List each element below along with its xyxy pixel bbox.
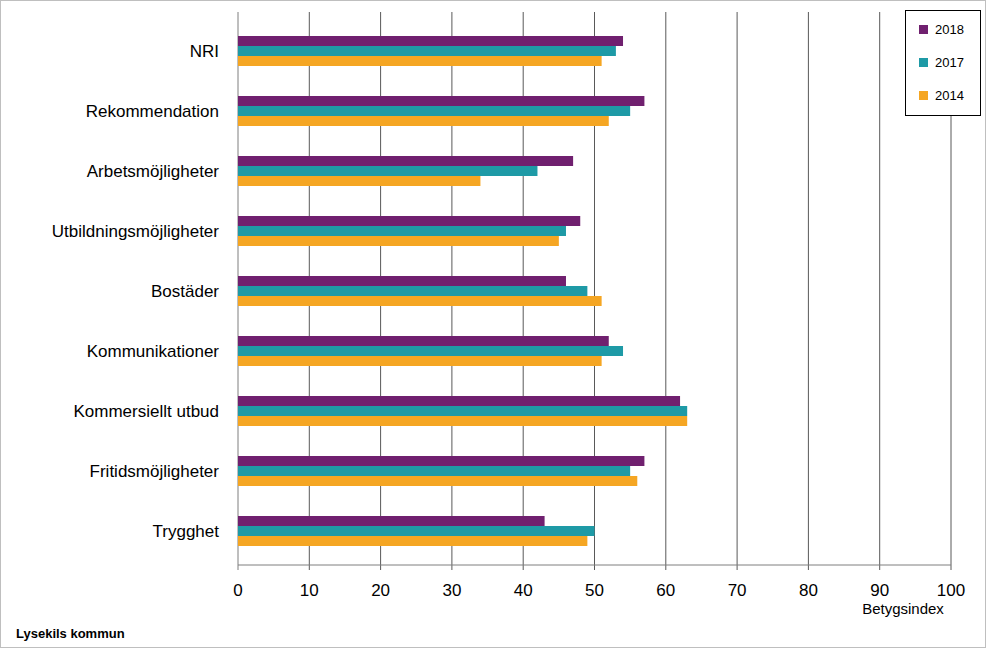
tick-label: 0 — [233, 581, 242, 600]
bar — [238, 276, 566, 286]
tick-label: 50 — [585, 581, 604, 600]
legend-box — [906, 11, 981, 116]
legend: 2018 2017 2014 — [906, 11, 981, 116]
legend-label: 2018 — [935, 22, 964, 37]
bar — [238, 116, 609, 126]
annotation: Lysekils kommun — [16, 626, 125, 641]
category-label: Trygghet — [153, 522, 220, 541]
bar — [238, 466, 630, 476]
category-label: Arbetsmöjligheter — [87, 162, 220, 181]
legend-label: 2014 — [935, 88, 964, 103]
bar — [238, 286, 587, 296]
chart-frame — [1, 1, 986, 648]
bar — [238, 456, 644, 466]
tick-label: 20 — [371, 581, 390, 600]
tick-label: 70 — [728, 581, 747, 600]
bar — [238, 406, 687, 416]
tick-label: 90 — [870, 581, 889, 600]
bar — [238, 166, 537, 176]
bar — [238, 176, 480, 186]
tick-label: 30 — [442, 581, 461, 600]
category-label: Fritidsmöjligheter — [90, 462, 220, 481]
tick-label: 60 — [656, 581, 675, 600]
bar — [238, 56, 602, 66]
grid-line — [879, 12, 880, 570]
tick-label: 100 — [937, 581, 965, 600]
tick-label: 10 — [300, 581, 319, 600]
chart: 0 10 20 30 40 50 60 70 80 90 100 NRI Rekommendation A… — [0, 0, 986, 648]
bar — [238, 346, 623, 356]
bar — [238, 226, 566, 236]
bar — [238, 336, 609, 346]
bar — [238, 536, 587, 546]
grid-line — [665, 12, 666, 570]
tick-label: 80 — [799, 581, 818, 600]
category-label: Kommunikationer — [87, 342, 220, 361]
legend-label: 2017 — [935, 55, 964, 70]
category-label: Kommersiellt utbud — [73, 402, 219, 421]
x-axis-line — [238, 565, 951, 566]
bar — [238, 236, 559, 246]
legend-swatch — [919, 91, 928, 100]
grid-line — [737, 12, 738, 570]
legend-swatch — [919, 58, 928, 67]
axis-label: Betygsindex — [862, 600, 944, 617]
bar — [238, 156, 573, 166]
grid — [238, 12, 951, 570]
bar — [238, 526, 595, 536]
grid-line — [594, 12, 595, 570]
bar — [238, 46, 616, 56]
bar — [238, 106, 630, 116]
category-label: Rekommendation — [86, 102, 219, 121]
tick-label: 40 — [514, 581, 533, 600]
category-label: Utbildningsmöjligheter — [52, 222, 220, 241]
bar — [238, 36, 623, 46]
bar — [238, 396, 680, 406]
bar — [238, 296, 602, 306]
bars — [238, 36, 687, 546]
bar — [238, 516, 545, 526]
legend-swatch — [919, 25, 928, 34]
bar — [238, 96, 644, 106]
category-label: Bostäder — [151, 282, 219, 301]
category-label: NRI — [190, 42, 219, 61]
bar — [238, 416, 687, 426]
bar — [238, 356, 602, 366]
grid-line — [808, 12, 809, 570]
bar — [238, 476, 637, 486]
bar — [238, 216, 580, 226]
